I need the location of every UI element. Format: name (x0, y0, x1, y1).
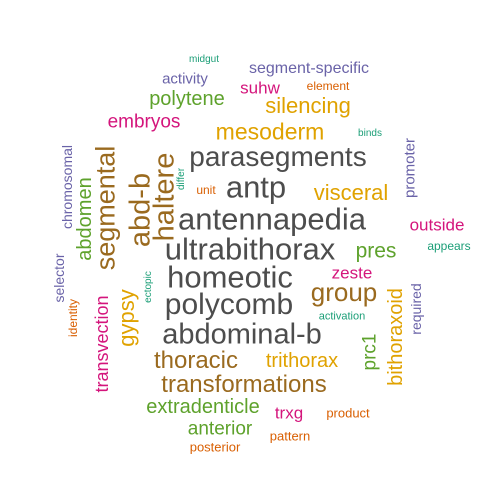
word-silencing: silencing (265, 93, 351, 118)
word-pres: pres (355, 239, 397, 263)
word-bithoraxoid: bithoraxoid (385, 288, 407, 386)
word-antennapedia: antennapedia (178, 201, 366, 237)
word-unit: unit (196, 183, 216, 197)
word-abdominal-b: abdominal-b (162, 318, 322, 351)
word-pattern: pattern (269, 428, 311, 444)
word-polycomb: polycomb (164, 288, 294, 321)
word-outside: outside (409, 215, 465, 235)
word-segment-specific: segment-specific (248, 60, 370, 77)
word-anterior: anterior (187, 418, 253, 440)
word-differ: differ (176, 167, 187, 191)
word-trithorax: trithorax (265, 350, 339, 372)
word-ultrabithorax: ultrabithorax (164, 231, 336, 267)
word-transvection: transvection (92, 295, 112, 393)
word-polytene: polytene (149, 88, 225, 110)
word-haltere: haltere (148, 152, 181, 242)
word-activation: activation (318, 310, 366, 323)
word-element: element (306, 79, 350, 93)
word-prc1: prc1 (359, 333, 381, 371)
word-gypsy: gypsy (114, 289, 139, 347)
word-segmental: segmental (90, 145, 121, 271)
word-binds: binds (358, 128, 382, 139)
word-promoter: promoter (401, 137, 419, 199)
word-ectopic: ectopic (143, 271, 154, 303)
word-abdomen: abdomen (74, 177, 96, 261)
word-trxg: trxg (274, 403, 304, 423)
word-embryos: embryos (107, 111, 181, 133)
word-selector: selector (51, 253, 67, 303)
word-antp: antp (225, 169, 287, 205)
word-posterior: posterior (189, 439, 241, 455)
word-chromosomal: chromosomal (59, 144, 75, 230)
word-thoracic: thoracic (153, 347, 239, 374)
word-activity: activity (162, 70, 208, 88)
word-visceral: visceral (313, 180, 389, 205)
word-group: group (310, 277, 378, 307)
word-product: product (326, 405, 370, 421)
word-extradenticle: extradenticle (146, 396, 260, 418)
word-appears: appears (427, 239, 471, 253)
word-homeotic: homeotic (167, 259, 293, 295)
word-midgut: midgut (188, 54, 220, 65)
word-identity: identity (66, 298, 80, 338)
word-required: required (408, 283, 424, 335)
word-parasegments: parasegments (189, 141, 367, 172)
word-transformations: transformations (161, 371, 327, 398)
word-mesoderm: mesoderm (215, 118, 325, 145)
word-zeste: zeste (331, 263, 373, 283)
word-suhw: suhw (240, 78, 280, 98)
